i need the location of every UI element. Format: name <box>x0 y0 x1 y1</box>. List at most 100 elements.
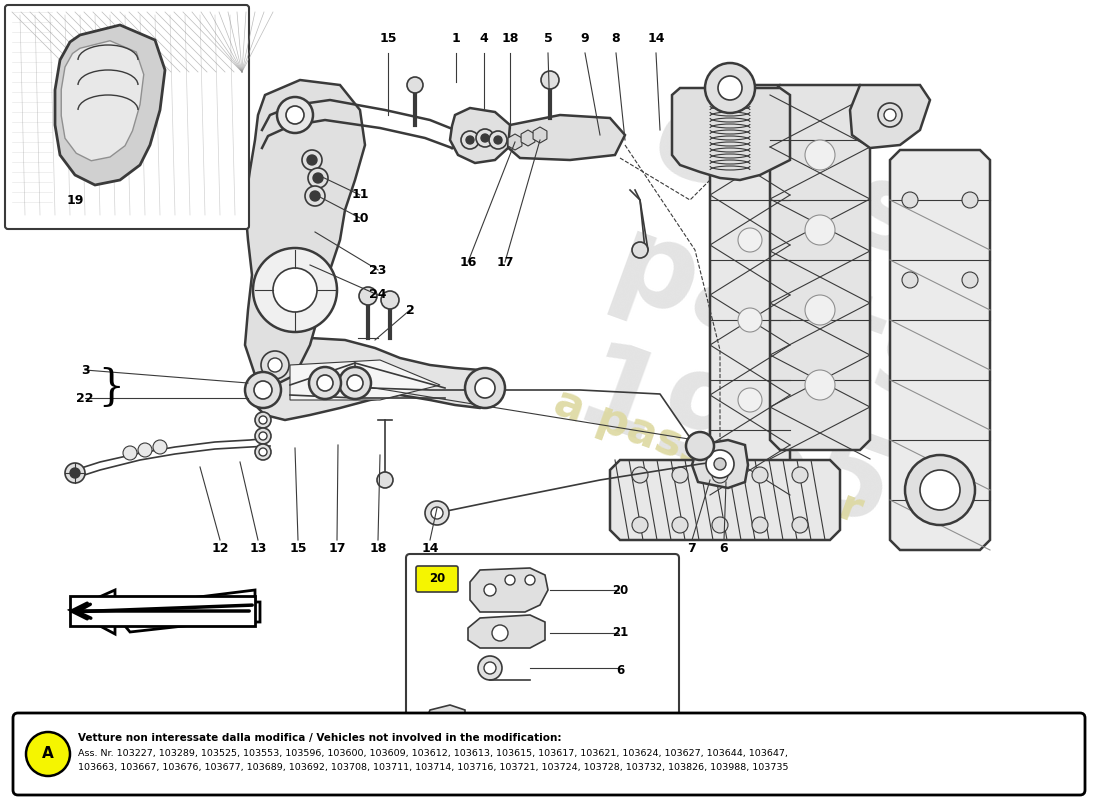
Circle shape <box>123 446 138 460</box>
Circle shape <box>541 71 559 89</box>
Text: 14: 14 <box>421 542 439 554</box>
Circle shape <box>962 192 978 208</box>
Text: 6: 6 <box>719 542 728 554</box>
Circle shape <box>738 148 762 172</box>
Circle shape <box>805 295 835 325</box>
Circle shape <box>308 168 328 188</box>
Circle shape <box>273 268 317 312</box>
Circle shape <box>255 428 271 444</box>
Circle shape <box>481 134 490 142</box>
Circle shape <box>465 368 505 408</box>
Text: 17: 17 <box>328 542 345 554</box>
Text: 9: 9 <box>581 31 590 45</box>
Circle shape <box>738 308 762 332</box>
Circle shape <box>792 517 808 533</box>
Circle shape <box>253 248 337 332</box>
Circle shape <box>738 388 762 412</box>
Circle shape <box>525 575 535 585</box>
Polygon shape <box>470 568 548 612</box>
Polygon shape <box>710 85 790 470</box>
Circle shape <box>346 375 363 391</box>
Polygon shape <box>521 130 535 146</box>
Text: 16: 16 <box>460 255 476 269</box>
Circle shape <box>752 517 768 533</box>
Polygon shape <box>110 590 255 632</box>
Circle shape <box>718 76 743 100</box>
Circle shape <box>70 468 80 478</box>
Circle shape <box>377 472 393 488</box>
Text: 3: 3 <box>80 363 89 377</box>
Polygon shape <box>255 338 490 420</box>
FancyBboxPatch shape <box>416 566 458 592</box>
Text: 20: 20 <box>429 573 446 586</box>
Text: 4: 4 <box>480 31 488 45</box>
Circle shape <box>505 575 515 585</box>
Circle shape <box>672 467 688 483</box>
Circle shape <box>466 136 474 144</box>
Circle shape <box>478 656 502 680</box>
Circle shape <box>475 378 495 398</box>
Circle shape <box>254 381 272 399</box>
Polygon shape <box>610 460 840 540</box>
Circle shape <box>920 470 960 510</box>
Circle shape <box>258 448 267 456</box>
Circle shape <box>317 375 333 391</box>
Circle shape <box>490 131 507 149</box>
Circle shape <box>65 463 85 483</box>
Circle shape <box>484 584 496 596</box>
Text: 18: 18 <box>370 542 387 554</box>
Circle shape <box>632 467 648 483</box>
Text: 24: 24 <box>370 289 387 302</box>
Circle shape <box>712 517 728 533</box>
Polygon shape <box>290 360 440 400</box>
Polygon shape <box>468 615 544 648</box>
Text: a passion for
parts: a passion for parts <box>531 381 869 579</box>
Polygon shape <box>62 41 144 161</box>
Circle shape <box>962 272 978 288</box>
Circle shape <box>686 432 714 460</box>
FancyBboxPatch shape <box>13 713 1085 795</box>
Circle shape <box>425 501 449 525</box>
Circle shape <box>738 228 762 252</box>
Polygon shape <box>508 134 521 150</box>
Text: 6: 6 <box>616 663 624 677</box>
Circle shape <box>672 517 688 533</box>
Text: 18: 18 <box>502 31 519 45</box>
Circle shape <box>138 443 152 457</box>
Text: 8: 8 <box>612 31 620 45</box>
Text: e-lisa
parts
1985: e-lisa parts 1985 <box>546 79 1014 561</box>
Circle shape <box>492 625 508 641</box>
Circle shape <box>805 215 835 245</box>
Circle shape <box>805 370 835 400</box>
Text: 7: 7 <box>406 715 414 729</box>
Circle shape <box>484 662 496 674</box>
Circle shape <box>255 444 271 460</box>
Text: A: A <box>42 746 54 762</box>
Text: 21: 21 <box>612 626 628 639</box>
Circle shape <box>307 155 317 165</box>
Circle shape <box>902 192 918 208</box>
Circle shape <box>245 372 280 408</box>
Polygon shape <box>450 108 510 163</box>
Text: 17: 17 <box>496 255 514 269</box>
Text: Vetture non interessate dalla modifica / Vehicles not involved in the modificati: Vetture non interessate dalla modifica /… <box>78 733 561 743</box>
Circle shape <box>302 150 322 170</box>
Text: {: { <box>89 363 116 405</box>
Text: 7: 7 <box>688 542 696 554</box>
Text: 22: 22 <box>76 391 94 405</box>
Circle shape <box>310 191 320 201</box>
Polygon shape <box>692 440 748 488</box>
Circle shape <box>632 517 648 533</box>
Circle shape <box>431 507 443 519</box>
Circle shape <box>305 186 324 206</box>
Text: 14: 14 <box>647 31 664 45</box>
Circle shape <box>437 714 453 730</box>
Text: 13: 13 <box>250 542 266 554</box>
Circle shape <box>261 351 289 379</box>
Circle shape <box>258 432 267 440</box>
Text: 5: 5 <box>543 31 552 45</box>
Circle shape <box>286 106 304 124</box>
Circle shape <box>706 450 734 478</box>
Text: 15: 15 <box>289 542 307 554</box>
Circle shape <box>309 367 341 399</box>
